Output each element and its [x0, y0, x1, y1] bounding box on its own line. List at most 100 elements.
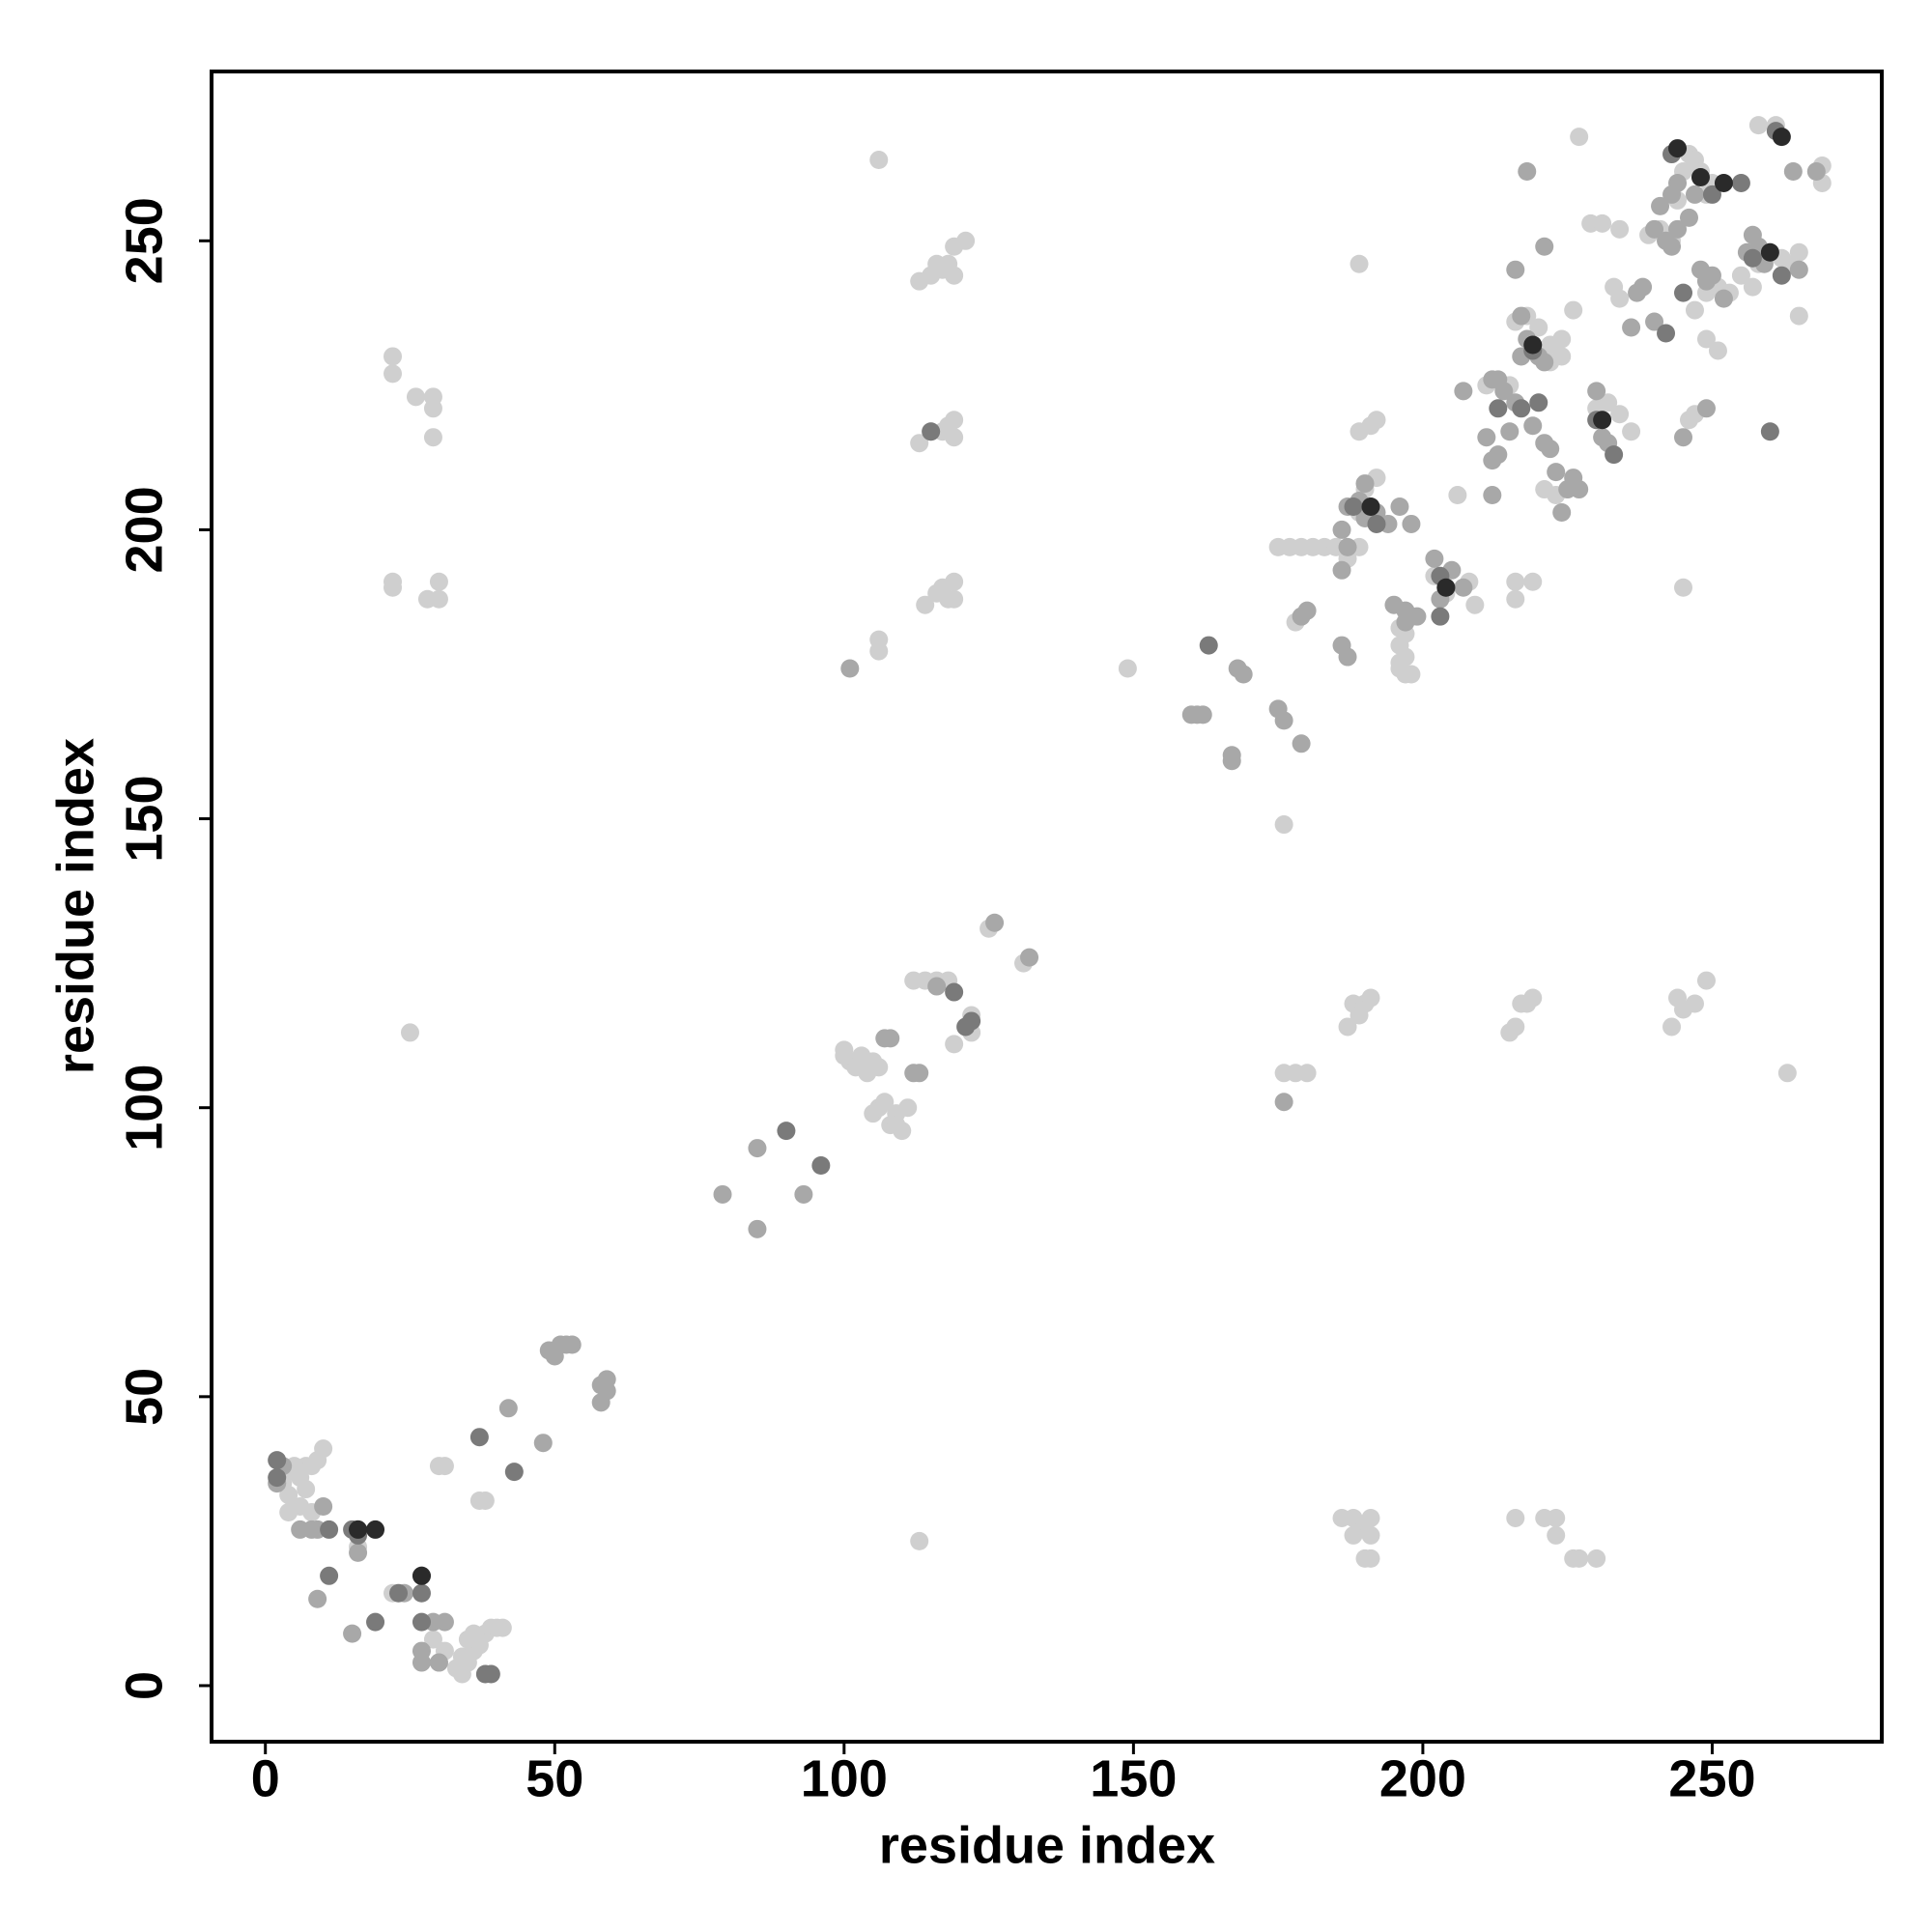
- scatter-point: [869, 1058, 889, 1077]
- scatter-point: [1489, 445, 1508, 465]
- scatter-point: [1599, 393, 1618, 412]
- plot-frame: [210, 70, 1884, 1744]
- scatter-point: [1332, 520, 1351, 539]
- scatter-point: [1367, 411, 1386, 430]
- scatter-point: [1361, 1508, 1380, 1527]
- scatter-point: [1714, 289, 1733, 308]
- scatter-point: [366, 1612, 385, 1632]
- scatter-point: [840, 659, 860, 678]
- scatter-point: [869, 151, 889, 170]
- scatter-point: [1552, 502, 1572, 522]
- scatter-point: [1622, 422, 1641, 441]
- scatter-point: [435, 1612, 454, 1632]
- scatter-point: [1789, 306, 1808, 326]
- scatter-point: [1547, 1508, 1566, 1527]
- scatter-point: [1674, 428, 1693, 447]
- scatter-point: [1685, 185, 1704, 204]
- scatter-point: [1634, 277, 1653, 297]
- scatter-point: [1789, 242, 1808, 262]
- scatter-point: [1696, 329, 1716, 349]
- scatter-point: [1500, 422, 1520, 441]
- scatter-point: [1610, 405, 1630, 424]
- scatter-point: [384, 347, 403, 366]
- scatter-point: [1489, 399, 1508, 418]
- scatter-point: [1645, 312, 1664, 331]
- scatter-point: [452, 1664, 471, 1684]
- scatter-point: [1668, 219, 1688, 239]
- scatter-point: [1361, 497, 1380, 516]
- scatter-point: [429, 572, 448, 591]
- scatter-point: [1292, 607, 1311, 626]
- scatter-point: [1506, 589, 1525, 609]
- scatter-point: [314, 1439, 333, 1459]
- scatter-point: [1199, 636, 1218, 655]
- scatter-point: [597, 1381, 616, 1401]
- y-tick-label: 50: [115, 1368, 173, 1426]
- scatter-point: [1355, 474, 1375, 494]
- scatter-point: [1512, 399, 1531, 418]
- scatter-point: [268, 1451, 287, 1470]
- scatter-point: [1436, 578, 1456, 597]
- scatter-point: [922, 422, 941, 441]
- scatter-point: [1547, 1525, 1566, 1545]
- scatter-point: [1570, 128, 1589, 147]
- scatter-point: [1702, 185, 1721, 204]
- scatter-point: [1454, 382, 1473, 401]
- scatter-point: [1662, 237, 1682, 256]
- y-tick-label: 250: [115, 197, 173, 284]
- scatter-point: [1465, 595, 1485, 614]
- scatter-point: [1274, 815, 1293, 835]
- scatter-point: [1350, 254, 1369, 273]
- scatter-point: [713, 1184, 732, 1204]
- scatter-point: [1708, 341, 1727, 360]
- scatter-point: [794, 1184, 813, 1204]
- scatter-point: [1402, 514, 1421, 533]
- scatter-point: [1685, 300, 1704, 320]
- scatter-point: [869, 641, 889, 661]
- scatter-point: [1702, 266, 1721, 285]
- scatter-point: [1535, 353, 1554, 372]
- scatter-point: [1529, 318, 1548, 337]
- scatter-point: [1523, 572, 1543, 591]
- scatter-point: [1690, 167, 1710, 186]
- scatter-point: [498, 1399, 518, 1418]
- scatter-point: [384, 572, 403, 591]
- scatter-point: [898, 1098, 918, 1118]
- scatter-point: [1593, 411, 1612, 430]
- scatter-point: [748, 1219, 767, 1238]
- scatter-point: [748, 1139, 767, 1158]
- scatter-point: [1506, 260, 1525, 279]
- scatter-point: [956, 1017, 976, 1037]
- scatter-point: [1570, 480, 1589, 499]
- plot-points: [268, 116, 1832, 1684]
- scatter-point: [366, 1520, 385, 1539]
- x-tick-label: 150: [1090, 1749, 1177, 1807]
- scatter-point: [1668, 139, 1688, 158]
- scatter-point: [1662, 1017, 1682, 1037]
- x-tick-label: 0: [251, 1749, 280, 1807]
- scatter-point: [1518, 162, 1537, 182]
- scatter-point: [1512, 306, 1531, 326]
- scatter-point: [562, 1335, 582, 1354]
- scatter-point: [475, 1664, 495, 1684]
- scatter-point: [1529, 393, 1548, 412]
- scatter-point: [1772, 266, 1791, 285]
- scatter-point: [1500, 1023, 1520, 1042]
- scatter-point: [1222, 752, 1241, 771]
- scatter-point: [904, 1064, 923, 1083]
- scatter-point: [956, 231, 976, 250]
- scatter-point: [1506, 1508, 1525, 1527]
- y-tick-label: 200: [115, 486, 173, 573]
- scatter-point: [423, 399, 442, 418]
- scatter-point: [1350, 1006, 1369, 1025]
- scatter-point: [1714, 173, 1733, 192]
- scatter-point: [1448, 486, 1467, 505]
- scatter-point: [1118, 659, 1137, 678]
- scatter-point: [881, 1029, 900, 1048]
- scatter-point: [343, 1624, 362, 1643]
- scatter-point: [1193, 705, 1212, 724]
- scatter-point: [504, 1463, 524, 1482]
- scatter-point: [1396, 612, 1415, 632]
- scatter-point: [1234, 665, 1253, 684]
